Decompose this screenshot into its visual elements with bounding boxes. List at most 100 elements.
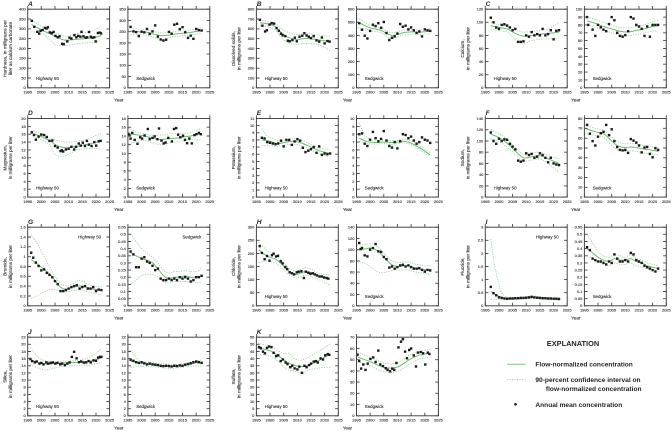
svg-text:50: 50 (121, 74, 126, 79)
svg-text:C: C (486, 1, 491, 8)
svg-text:18: 18 (121, 116, 126, 121)
svg-text:20: 20 (350, 292, 355, 297)
svg-text:2015: 2015 (407, 418, 417, 423)
svg-text:Sedgwick: Sedgwick (136, 404, 156, 409)
svg-text:2010: 2010 (522, 199, 532, 204)
svg-text:2000: 2000 (594, 308, 604, 313)
svg-text:40: 40 (479, 59, 484, 64)
svg-text:0: 0 (124, 195, 127, 200)
svg-text:0.55: 0.55 (118, 225, 127, 230)
svg-text:100: 100 (477, 20, 484, 25)
svg-text:12: 12 (121, 142, 126, 147)
svg-text:30: 30 (250, 370, 255, 375)
svg-text:2005: 2005 (51, 90, 61, 95)
svg-text:Year: Year (343, 316, 353, 321)
svg-text:5: 5 (252, 159, 255, 164)
svg-text:2015: 2015 (178, 199, 188, 204)
svg-text:2010: 2010 (293, 418, 303, 423)
svg-text:300: 300 (248, 225, 255, 230)
svg-text:2005: 2005 (607, 90, 617, 95)
svg-text:2000: 2000 (266, 90, 276, 95)
svg-text:120: 120 (477, 127, 484, 132)
svg-text:0.5: 0.5 (478, 290, 484, 295)
svg-text:2: 2 (124, 406, 127, 411)
svg-text:0.4: 0.4 (20, 284, 26, 289)
svg-text:Highway 50: Highway 50 (265, 76, 288, 81)
svg-text:250: 250 (248, 238, 255, 243)
svg-text:0.1: 0.1 (120, 289, 126, 294)
svg-text:Hardness, in milligrams per: Hardness, in milligrams per (3, 20, 8, 77)
svg-text:4: 4 (252, 166, 255, 171)
svg-text:600: 600 (248, 26, 255, 31)
svg-text:in milligrams per liter: in milligrams per liter (237, 136, 242, 179)
svg-text:0: 0 (124, 413, 127, 418)
svg-text:0: 0 (481, 195, 484, 200)
svg-text:2000: 2000 (37, 199, 47, 204)
svg-text:1: 1 (352, 187, 355, 192)
svg-text:100: 100 (576, 7, 583, 12)
svg-text:2020: 2020 (92, 199, 102, 204)
svg-text:1995: 1995 (352, 418, 362, 423)
svg-text:9: 9 (352, 124, 355, 129)
svg-text:1995: 1995 (252, 90, 262, 95)
svg-text:2020: 2020 (192, 199, 202, 204)
svg-text:0: 0 (124, 85, 127, 90)
svg-text:2005: 2005 (379, 199, 389, 204)
svg-text:35: 35 (250, 363, 255, 368)
svg-text:2000: 2000 (495, 199, 505, 204)
svg-text:0.3: 0.3 (577, 260, 583, 265)
svg-text:200: 200 (348, 59, 355, 64)
svg-text:in milligrams per liter: in milligrams per liter (237, 245, 242, 288)
svg-text:2015: 2015 (78, 199, 88, 204)
svg-text:2010: 2010 (393, 90, 403, 95)
svg-text:0.45: 0.45 (118, 239, 127, 244)
svg-text:80: 80 (479, 33, 484, 38)
svg-text:2025: 2025 (334, 308, 344, 313)
svg-text:400: 400 (248, 46, 255, 51)
svg-text:1995: 1995 (352, 199, 362, 204)
svg-text:E: E (257, 110, 262, 117)
svg-text:0.25: 0.25 (118, 268, 127, 273)
svg-text:40: 40 (578, 54, 583, 59)
svg-text:90: 90 (578, 15, 583, 20)
svg-text:B: B (257, 1, 262, 8)
svg-text:1995: 1995 (352, 90, 362, 95)
svg-text:1995: 1995 (23, 199, 33, 204)
svg-text:2000: 2000 (366, 199, 376, 204)
svg-text:2.5: 2.5 (478, 238, 484, 243)
svg-text:1995: 1995 (123, 418, 133, 423)
svg-text:2010: 2010 (164, 199, 174, 204)
svg-text:1995: 1995 (123, 90, 133, 95)
svg-text:8: 8 (23, 385, 26, 390)
svg-text:0.4: 0.4 (577, 246, 583, 251)
svg-text:Sedgwick: Sedgwick (593, 185, 613, 190)
svg-text:2010: 2010 (64, 90, 74, 95)
svg-text:Flow-normalized concentration: Flow-normalized concentration (535, 362, 632, 369)
svg-text:2025: 2025 (662, 308, 672, 313)
svg-text:2015: 2015 (407, 308, 417, 313)
svg-text:2025: 2025 (334, 418, 344, 423)
svg-text:2000: 2000 (37, 308, 47, 313)
svg-text:2015: 2015 (307, 90, 317, 95)
svg-text:0: 0 (252, 85, 255, 90)
svg-text:50: 50 (350, 357, 355, 362)
svg-text:in milligrams per liter: in milligrams per liter (237, 27, 242, 70)
svg-text:0.3: 0.3 (120, 260, 126, 265)
svg-text:Sedgwick: Sedgwick (365, 404, 385, 409)
svg-text:2015: 2015 (535, 308, 545, 313)
svg-text:Year: Year (571, 316, 581, 321)
svg-text:60: 60 (578, 38, 583, 43)
svg-text:2005: 2005 (379, 418, 389, 423)
svg-text:2000: 2000 (594, 199, 604, 204)
svg-text:0: 0 (580, 303, 583, 308)
svg-text:14: 14 (21, 363, 26, 368)
svg-text:50: 50 (21, 75, 26, 80)
svg-text:2020: 2020 (92, 90, 102, 95)
svg-text:Year: Year (114, 426, 124, 431)
svg-text:2005: 2005 (151, 199, 161, 204)
svg-text:4: 4 (23, 399, 26, 404)
svg-text:Highway 50: Highway 50 (78, 235, 101, 240)
svg-text:16: 16 (21, 356, 26, 361)
svg-text:2000: 2000 (266, 418, 276, 423)
svg-text:20: 20 (350, 391, 355, 396)
